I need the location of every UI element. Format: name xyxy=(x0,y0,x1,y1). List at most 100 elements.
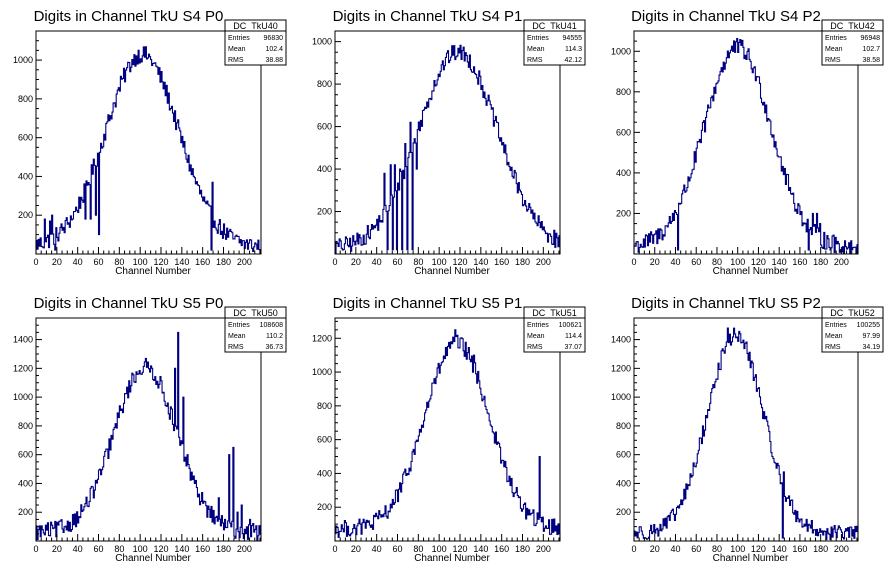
histogram-line xyxy=(334,329,561,541)
plot-frame xyxy=(633,317,859,542)
y-tick-label: 800 xyxy=(616,421,631,431)
histogram-line xyxy=(35,331,262,541)
stats-label: Entries xyxy=(527,322,549,329)
x-tick-label: 160 xyxy=(494,257,509,267)
stats-label: RMS xyxy=(228,344,244,351)
y-tick-label: 1000 xyxy=(13,392,33,402)
y-tick-label: 800 xyxy=(18,421,33,431)
x-tick-label: 100 xyxy=(730,257,745,267)
stats-value: 34.19 xyxy=(862,344,880,351)
x-tick-label: 100 xyxy=(432,544,447,554)
stats-label: Entries xyxy=(825,322,847,329)
y-tick-label: 1200 xyxy=(13,363,33,373)
x-tick-label: 160 xyxy=(494,544,509,554)
x-tick-label: 120 xyxy=(452,544,467,554)
stats-title: DC_TkU51 xyxy=(532,308,577,318)
stats-box xyxy=(821,306,884,353)
x-tick-label: 80 xyxy=(712,257,722,267)
x-tick-label: 80 xyxy=(114,257,124,267)
x-tick-label: 20 xyxy=(650,544,660,554)
stats-value: 110.2 xyxy=(266,333,283,340)
x-tick-label: 140 xyxy=(772,257,787,267)
chart-title: Digits in Channel TkU S5 P1 xyxy=(333,295,523,312)
y-tick-label: 1400 xyxy=(13,335,33,345)
y-tick-label: 200 xyxy=(317,502,332,512)
chart-title: Digits in Channel TkU S5 P0 xyxy=(34,295,224,312)
y-tick-label: 600 xyxy=(317,435,332,445)
stats-value: 38.88 xyxy=(265,57,283,64)
x-tick-label: 120 xyxy=(452,257,467,267)
y-tick-label: 400 xyxy=(616,168,631,178)
x-tick-label: 180 xyxy=(515,257,530,267)
histogram-line xyxy=(35,46,262,254)
x-tick-label: 180 xyxy=(813,544,828,554)
x-tick-label: 0 xyxy=(332,544,337,554)
x-tick-label: 60 xyxy=(691,257,701,267)
x-tick-label: 140 xyxy=(473,544,488,554)
stats-label: Mean xyxy=(527,46,545,53)
y-tick-label: 400 xyxy=(18,171,33,181)
stats-value: 42.12 xyxy=(564,57,582,64)
histogram-panel-2: Digits in Channel TkU S4 P1 0 20 40 60 80 100 1… xyxy=(312,8,586,277)
stats-value: 114.3 xyxy=(565,46,582,53)
y-tick-label: 200 xyxy=(18,210,33,220)
histogram-panel-3: Digits in Channel TkU S4 P2 0 20 40 60 80 100 1… xyxy=(611,8,884,277)
x-tick-label: 180 xyxy=(813,257,828,267)
histogram-panel-4: Digits in Channel TkU S5 P0 0 20 40 60 80 100 1… xyxy=(13,295,287,564)
y-tick-label: 600 xyxy=(317,122,332,132)
chart-title: Digits in Channel TkU S4 P0 xyxy=(34,8,224,25)
x-tick-label: 120 xyxy=(751,544,766,554)
stats-label: RMS xyxy=(228,57,244,64)
x-tick-label: 200 xyxy=(237,257,252,267)
x-tick-label: 140 xyxy=(473,257,488,267)
x-tick-label: 180 xyxy=(216,544,231,554)
x-tick-label: 160 xyxy=(792,257,807,267)
x-tick-label: 200 xyxy=(834,257,849,267)
stats-box xyxy=(224,19,287,66)
stats-label: RMS xyxy=(527,57,543,64)
x-tick-label: 40 xyxy=(372,257,382,267)
stats-box xyxy=(523,306,586,353)
y-tick-label: 1000 xyxy=(312,37,332,47)
y-tick-label: 200 xyxy=(616,208,631,218)
stats-value: 94555 xyxy=(563,35,583,42)
x-tick-label: 140 xyxy=(772,544,787,554)
plot-frame xyxy=(35,317,262,542)
histogram-line xyxy=(334,44,561,254)
y-tick-label: 600 xyxy=(616,127,631,137)
y-tick-label: 600 xyxy=(616,450,631,460)
x-tick-label: 80 xyxy=(712,544,722,554)
x-axis-label: Channel Number xyxy=(414,266,490,277)
x-tick-label: 40 xyxy=(73,257,83,267)
x-tick-label: 60 xyxy=(392,257,402,267)
x-tick-label: 20 xyxy=(351,257,361,267)
stats-value: 96830 xyxy=(264,35,284,42)
x-tick-label: 80 xyxy=(114,544,124,554)
stats-box xyxy=(224,306,287,353)
y-tick-label: 200 xyxy=(18,507,33,517)
x-tick-label: 180 xyxy=(216,257,231,267)
stats-label: RMS xyxy=(825,344,841,351)
y-tick-label: 1200 xyxy=(312,333,332,343)
stats-value: 37.07 xyxy=(564,344,582,351)
plot-frame xyxy=(35,30,262,255)
y-tick-label: 600 xyxy=(18,450,33,460)
stats-value: 102.7 xyxy=(862,46,880,53)
histogram-panel-5: Digits in Channel TkU S5 P1 0 20 40 60 80 100 1… xyxy=(312,295,586,564)
stats-title: DC_TkU52 xyxy=(830,308,875,318)
x-axis-label: Channel Number xyxy=(414,553,490,564)
plot-frame xyxy=(334,30,561,255)
x-tick-label: 200 xyxy=(237,544,252,554)
x-tick-label: 40 xyxy=(73,544,83,554)
x-tick-label: 120 xyxy=(153,544,168,554)
x-axis-label: Channel Number xyxy=(713,266,789,277)
x-axis-label: Channel Number xyxy=(713,553,789,564)
stats-label: Entries xyxy=(527,35,549,42)
chart-title: Digits in Channel TkU S4 P2 xyxy=(631,8,821,25)
x-tick-label: 0 xyxy=(33,544,38,554)
stats-label: Mean xyxy=(527,333,545,340)
y-tick-label: 400 xyxy=(616,478,631,488)
y-tick-label: 400 xyxy=(18,478,33,488)
chart-title: Digits in Channel TkU S4 P1 xyxy=(333,8,523,25)
